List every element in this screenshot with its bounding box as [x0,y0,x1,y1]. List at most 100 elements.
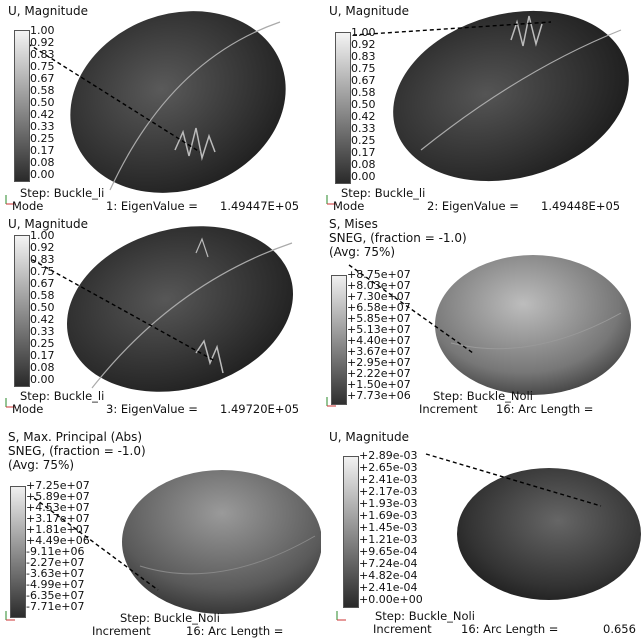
legend-tick: +8.03e+07 [347,279,411,292]
mode-number: 2: EigenValue = [427,199,519,213]
legend-tick: -7.71e+07 [26,600,85,613]
step-label: Step: Buckle_Noli [120,611,220,625]
legend-tick: 0.42 [351,110,376,123]
legend-tick: +3.67e+07 [347,345,411,358]
legend-tick: 0.50 [351,98,376,111]
legend-tick: 0.75 [30,60,55,73]
arc-length-label: 16: Arc Length = [186,624,284,638]
step-label: Step: Buckle_Noli [433,389,533,403]
legend-tick: 0.33 [30,325,55,338]
legend-tick: +1.69e-03 [359,509,418,522]
legend-color-bar [331,275,347,405]
legend-color-bar [343,456,359,608]
axis-triad-icon [326,397,336,407]
legend-tick: +9.65e-04 [359,545,418,558]
legend-tick: +2.95e+07 [347,356,411,369]
legend-tick: +0.00e+00 [359,593,423,606]
legend-tick: +8.75e+07 [347,268,411,281]
legend-tick: +3.17e+07 [26,512,90,525]
legend-tick: 0.83 [30,48,55,61]
legend-tick: 0.33 [30,120,55,133]
eigenvalue: 1.49448E+05 [541,199,621,213]
buckled-shell-plot [19,226,293,392]
mode-number: 3: EigenValue = [106,402,198,416]
legend-tick: +1.93e-03 [359,497,418,510]
legend-tick: +4.53e+07 [26,501,90,514]
legend-tick: +5.13e+07 [347,323,411,336]
contour-panel-mode-2: U, Magnitude 1.00 0.92 0.83 0.75 0.67 0.… [321,0,642,213]
legend-tick: 0.50 [30,96,55,109]
eigenvalue: 1.49447E+05 [220,199,300,213]
legend-tick: 0.08 [351,158,376,171]
legend-tick: -3.63e+07 [26,567,85,580]
legend-tick: +4.49e+06 [26,534,90,547]
legend-color-bar [335,32,351,184]
legend-tick: 0.58 [30,84,55,97]
legend-tick: 0.17 [30,144,55,157]
legend-tick: +2.89e-03 [359,449,418,462]
legend-tick: -9.11e+06 [26,545,85,558]
legend-tick: +5.89e+07 [26,490,90,503]
legend-tick: 0.92 [351,38,376,51]
legend-tick: +4.82e-04 [359,569,418,582]
increment-label: Increment [419,402,478,416]
panel-header: U, Magnitude [329,4,409,18]
step-label: Step: Buckle_li [20,389,105,403]
panel-header: U, Magnitude [329,430,409,444]
legend-tick: +2.41e-04 [359,581,418,594]
legend-tick: 1.00 [30,229,55,242]
panel-header: U, Magnitude [8,4,88,18]
legend-tick: -6.35e+07 [26,589,85,602]
legend-tick: 0.42 [30,108,55,121]
legend-tick: +7.24e-04 [359,557,418,570]
legend-tick: 0.08 [30,156,55,169]
legend-tick: 0.25 [351,134,376,147]
legend-tick: 0.00 [30,168,55,181]
arc-length-value: 0.656 [603,622,636,636]
legend-tick: 0.58 [30,289,55,302]
displacement-shell-plot [425,453,641,600]
mode-label: Mode [12,199,44,213]
mode-label: Mode [12,402,44,416]
legend-tick: 0.67 [30,72,55,85]
legend-tick: 0.08 [30,361,55,374]
legend-tick: 0.75 [30,265,55,278]
legend-tick: 0.67 [351,74,376,87]
legend-tick: +1.21e-03 [359,533,418,546]
legend-tick: 0.42 [30,313,55,326]
step-label: Step: Buckle_li [20,186,105,200]
legend-tick: +2.41e-03 [359,473,418,486]
legend-tick: 0.00 [351,170,376,183]
panel-header: S, Max. Principal (Abs) SNEG, (fraction … [8,430,146,472]
legend-tick: 0.58 [351,86,376,99]
legend-tick: 0.00 [30,373,55,386]
contour-panel-mises: S, Mises SNEG, (fraction = -1.0) (Avg: 7… [321,213,642,426]
legend-tick: 0.67 [30,277,55,290]
legend-color-bar [14,235,30,387]
legend-tick: +1.81e+07 [26,523,90,536]
increment-label: Increment [92,624,151,638]
legend-tick: 0.92 [30,36,55,49]
stress-shell-plot [33,470,321,614]
legend-tick: +1.50e+07 [347,378,411,391]
legend-tick: +7.73e+06 [347,389,411,402]
legend-color-bar [10,486,26,618]
legend-tick: 0.17 [351,146,376,159]
contour-panel-mode-1: U, Magnitude 1.00 0.92 0.83 0.75 0.67 0.… [0,0,321,213]
axis-triad-icon [336,611,346,621]
buckled-shell-plot [338,10,629,182]
legend-tick: 0.17 [30,349,55,362]
step-label: Step: Buckle_li [341,186,426,200]
legend-tick: +7.25e+07 [26,479,90,492]
legend-tick: 0.50 [30,301,55,314]
legend-tick: 0.83 [30,253,55,266]
legend-tick: +5.85e+07 [347,312,411,325]
panel-header: S, Mises SNEG, (fraction = -1.0) (Avg: 7… [329,217,467,259]
legend-tick: 0.25 [30,337,55,350]
axis-triad-icon [5,398,15,408]
legend-tick: 0.92 [30,241,55,254]
legend-tick: +4.40e+07 [347,334,411,347]
legend-color-bar [14,30,30,182]
step-label: Step: Buckle_Noli [375,609,475,623]
axis-triad-icon [326,195,336,205]
